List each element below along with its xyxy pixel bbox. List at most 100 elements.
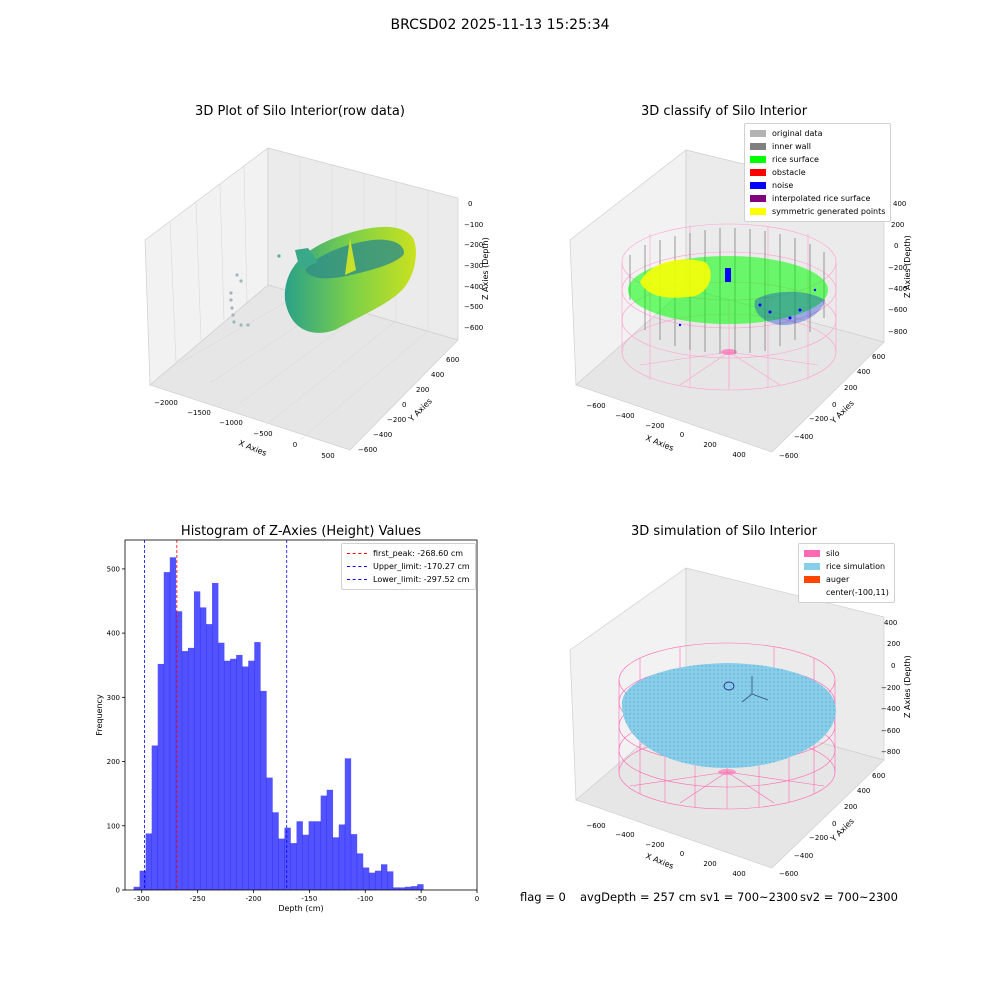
panel1-x-tick: 0 bbox=[293, 441, 297, 449]
panel2-y-tick: −600 bbox=[779, 452, 798, 460]
panel2-z-ticks: 400 200 0 −200 −400 −600 −800 bbox=[888, 200, 907, 336]
panel2-x-ticks: −600 −400 −200 0 200 400 bbox=[586, 402, 745, 459]
panel4-z-label: Z Axies (Depth) bbox=[903, 655, 912, 718]
panel1-z-ticks: 0 −100 −200 −300 −400 −500 −600 bbox=[464, 200, 483, 332]
panel4-z-tick: 200 bbox=[887, 640, 900, 648]
panel4-x-ticks: −600 −400 −200 0 200 400 bbox=[586, 822, 745, 878]
histogram-bar bbox=[399, 887, 406, 890]
histogram-bar bbox=[133, 886, 140, 890]
histogram-bar bbox=[218, 642, 225, 890]
histogram-bar bbox=[387, 871, 394, 890]
panel4-rice-simulation bbox=[621, 663, 836, 768]
histogram-frame bbox=[124, 539, 478, 891]
panel1-x-tick: 500 bbox=[321, 452, 334, 460]
panel2-legend: original data inner wall rice surface ob… bbox=[744, 123, 892, 222]
panel1-y-tick: 0 bbox=[402, 401, 406, 409]
legend-item-rice-simulation: rice simulation bbox=[804, 560, 889, 573]
panel1-x-ticks: −2000 −1500 −1000 −500 0 500 bbox=[154, 399, 335, 460]
legend-item-silo: silo bbox=[804, 547, 889, 560]
panel4-x-tick: −600 bbox=[586, 822, 605, 830]
panel4-y-tick: 200 bbox=[844, 803, 857, 811]
panel1-y-tick: −400 bbox=[373, 431, 392, 439]
footer-flag: flag = 0 bbox=[520, 890, 566, 904]
histogram-bar bbox=[145, 833, 153, 890]
panel1-y-tick: −600 bbox=[358, 446, 377, 454]
panel1-stray-points bbox=[229, 254, 281, 327]
histogram-x-tick-label: 0 bbox=[475, 895, 479, 903]
panel2-y-tick: 400 bbox=[857, 368, 870, 376]
panel1-x-tick: −1500 bbox=[187, 409, 211, 417]
panel2-x-tick: −200 bbox=[645, 422, 664, 430]
histogram-x-tick-label: -200 bbox=[246, 895, 262, 903]
panel2-x-tick: −400 bbox=[615, 412, 634, 420]
panel2-rice-surface bbox=[628, 256, 828, 326]
histogram-bar bbox=[248, 660, 255, 890]
panel4-y-tick: 0 bbox=[832, 820, 836, 828]
histogram-y-tick-label: 0 bbox=[116, 887, 120, 895]
legend-item-original-data: original data bbox=[750, 127, 885, 140]
panel1-y-tick: 400 bbox=[431, 371, 444, 379]
histogram-bar bbox=[314, 821, 321, 890]
panel3-title: Histogram of Z-Axies (Height) Values bbox=[180, 524, 422, 539]
histogram-bar bbox=[266, 777, 273, 890]
panel1-x-tick: −500 bbox=[253, 430, 272, 438]
histogram-bar bbox=[374, 870, 382, 890]
panel1-z-tick: −300 bbox=[464, 262, 483, 270]
histogram-y-ticks: 0 100 200 300 400 500 bbox=[107, 565, 125, 895]
histogram-bar bbox=[272, 812, 279, 890]
histogram-bar bbox=[242, 666, 249, 890]
histogram-legend: first_peak: -268.60 cm Upper_limit: -170… bbox=[341, 543, 476, 590]
histogram-bar bbox=[236, 654, 243, 890]
histogram-x-tick-label: -300 bbox=[134, 895, 150, 903]
legend-item-interpolated: interpolated rice surface bbox=[750, 192, 885, 205]
panel2-x-tick: 200 bbox=[703, 441, 716, 449]
figure-title: BRCSD02 2025-11-13 15:25:34 bbox=[390, 17, 610, 33]
histogram-bar bbox=[206, 624, 213, 890]
panel4-silo-bottom-center bbox=[718, 769, 736, 775]
histogram-bar bbox=[296, 821, 303, 890]
histogram-y-tick-label: 100 bbox=[107, 822, 120, 830]
panel2-y-tick: −400 bbox=[794, 433, 813, 441]
panel4-x-tick: −200 bbox=[645, 841, 664, 849]
histogram-bar bbox=[187, 647, 195, 890]
panel1-z-tick: −500 bbox=[464, 303, 483, 311]
panel1-z-label: Z Axies (Depth) bbox=[481, 237, 490, 300]
histogram-bar bbox=[368, 872, 376, 890]
panel4-y-tick: −200 bbox=[809, 834, 828, 842]
footer-sv1: sv1 = 700~2300 bbox=[700, 890, 798, 904]
histogram-bar bbox=[411, 886, 418, 890]
histogram-bar bbox=[350, 834, 358, 890]
panel1-point-cloud bbox=[229, 226, 416, 333]
panel1-y-tick: 200 bbox=[416, 386, 429, 394]
histogram-bar bbox=[417, 884, 424, 890]
panel2-title: 3D classify of Silo Interior bbox=[640, 104, 808, 119]
panel4-z-tick: −600 bbox=[881, 727, 900, 735]
panel1-z-tick: −600 bbox=[464, 324, 483, 332]
histogram-bar bbox=[344, 758, 352, 890]
legend-item-rice-surface: rice surface bbox=[750, 153, 885, 166]
histogram-x-tick-label: -250 bbox=[190, 895, 206, 903]
panel2-z-tick: 0 bbox=[894, 242, 898, 250]
panel2-symmetric-points bbox=[640, 259, 711, 298]
histogram-bar bbox=[193, 591, 201, 890]
histogram-bar bbox=[302, 834, 309, 890]
panel2-z-tick: 400 bbox=[893, 200, 906, 208]
panel2-x-tick: 0 bbox=[680, 431, 684, 439]
panel4-z-tick: −800 bbox=[881, 748, 900, 756]
histogram-y-tick-label: 200 bbox=[107, 758, 120, 766]
panel1-y-tick: −200 bbox=[387, 416, 406, 424]
panel4-y-tick: 400 bbox=[857, 787, 870, 795]
histogram-bar bbox=[326, 789, 334, 890]
panel1-z-tick: −200 bbox=[464, 241, 483, 249]
panel4-legend: silo rice simulation auger center(-100,1… bbox=[798, 543, 895, 603]
panel4-title: 3D simulation of Silo Interior bbox=[631, 524, 817, 539]
histogram-bar bbox=[381, 864, 388, 890]
panel2-noise-points bbox=[678, 268, 817, 327]
panel2-z-tick: 200 bbox=[891, 221, 904, 229]
panel4-y-ticks: −600 −400 −200 0 200 400 600 bbox=[779, 772, 885, 878]
panel2-silo-bottom-center bbox=[721, 349, 737, 355]
histogram-bar bbox=[320, 795, 328, 890]
histogram-bar bbox=[356, 853, 364, 890]
panel2-z-label: Z Axies (Depth) bbox=[903, 235, 912, 298]
